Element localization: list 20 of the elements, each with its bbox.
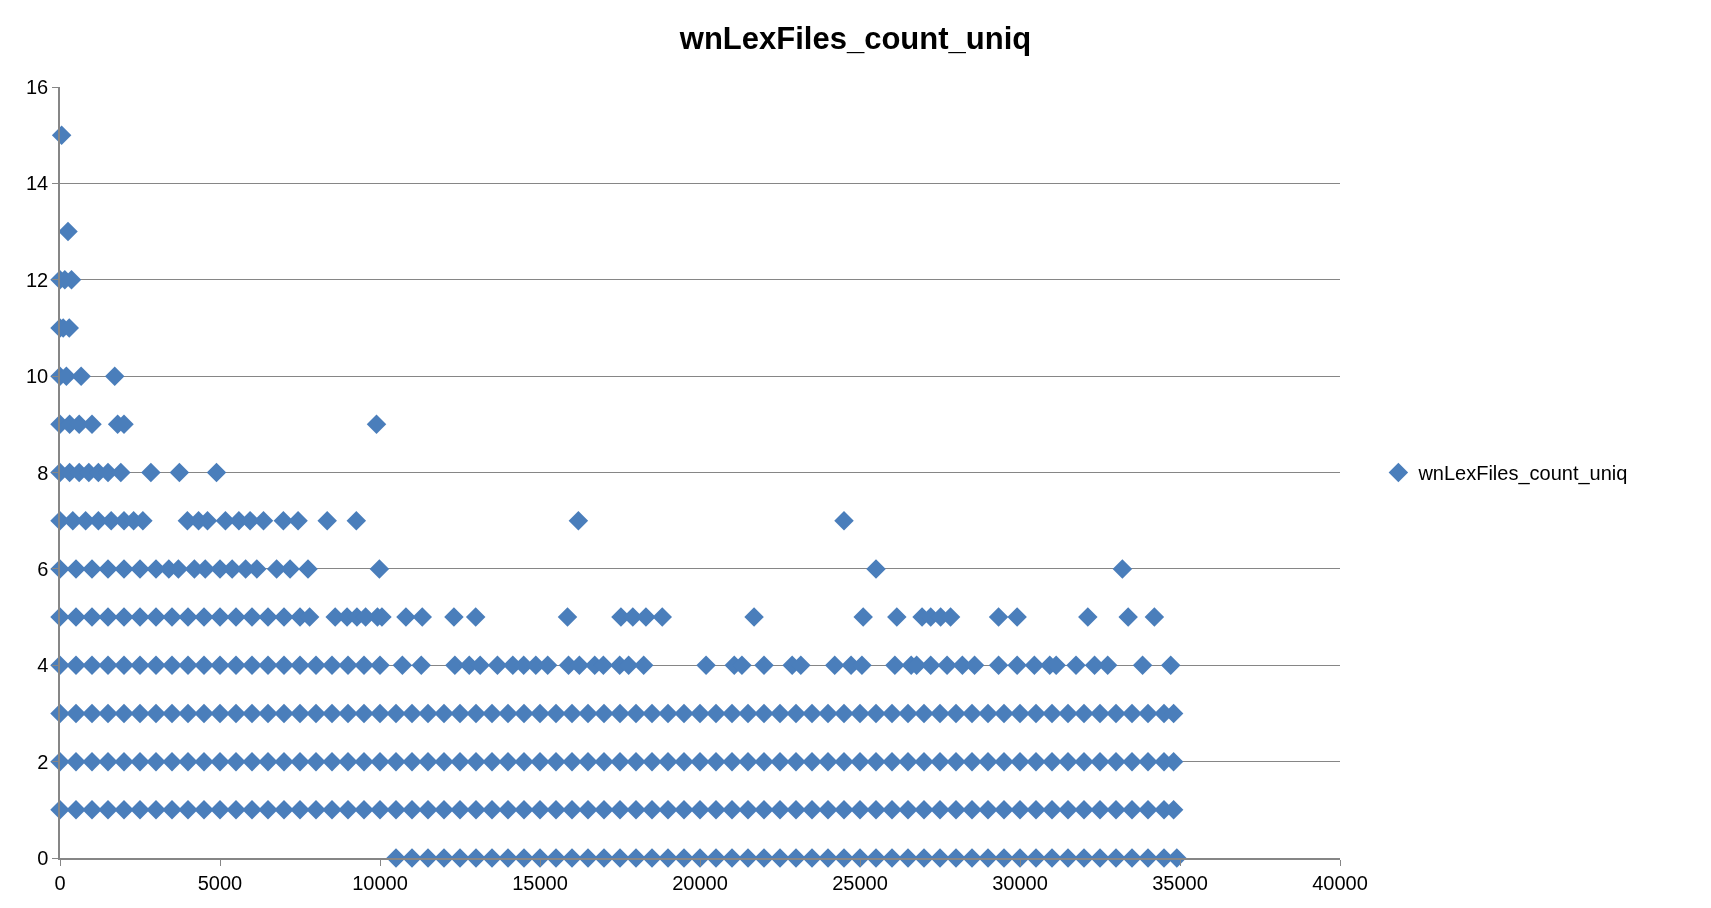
y-tick-label: 8	[37, 461, 49, 484]
y-tick-label: 2	[37, 750, 49, 773]
x-tick-label: 5000	[197, 871, 243, 894]
x-tick-label: 10000	[352, 871, 408, 894]
y-tick-label: 6	[37, 557, 49, 580]
y-tick-label: 10	[26, 365, 49, 388]
y-tick-label: 0	[37, 847, 49, 869]
x-tick-label: 25000	[832, 871, 888, 894]
x-tick-label: 20000	[672, 871, 728, 894]
x-tick-label: 40000	[1312, 871, 1368, 894]
chart-title: wnLexFiles_count_uniq	[678, 20, 1032, 56]
y-tick-label: 12	[26, 268, 49, 291]
y-tick-label: 4	[37, 654, 49, 677]
x-tick-label: 15000	[512, 871, 568, 894]
x-tick-label: 30000	[992, 871, 1048, 894]
legend-label: wnLexFiles_count_uniq	[1417, 462, 1628, 486]
y-tick-label: 14	[26, 172, 49, 195]
y-tick-label: 16	[26, 76, 49, 98]
x-tick-label: 35000	[1152, 871, 1208, 894]
x-tick-label: 0	[54, 871, 66, 894]
